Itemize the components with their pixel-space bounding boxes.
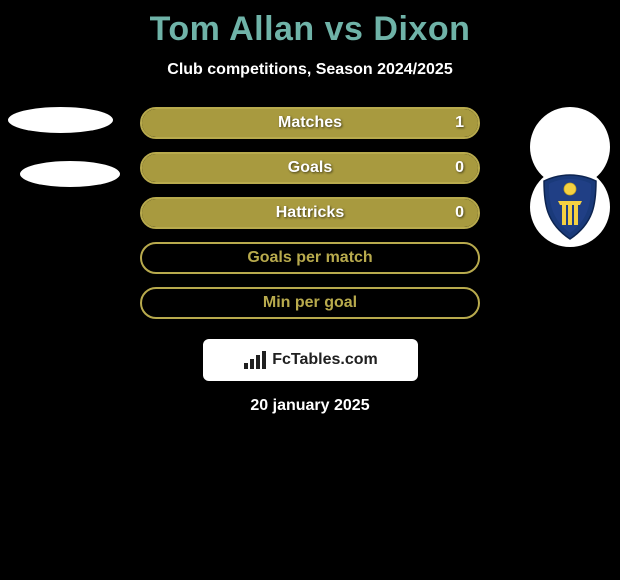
brand-badge: FcTables.com — [203, 339, 418, 381]
stat-bar-goals: Goals 0 — [140, 152, 480, 184]
stat-bar-min-per-goal: Min per goal — [140, 287, 480, 319]
bar-chart-icon — [242, 349, 268, 371]
stat-bar-hattricks: Hattricks 0 — [140, 197, 480, 229]
stat-label: Hattricks — [276, 204, 344, 222]
player-left-placeholder-2 — [20, 161, 120, 187]
shield-icon — [540, 173, 600, 241]
stat-bar-goals-per-match: Goals per match — [140, 242, 480, 274]
stats-area: Matches 1 Goals 0 Hattricks 0 Goals per … — [0, 107, 620, 415]
club-crest-right — [530, 167, 610, 247]
stat-value: 0 — [455, 204, 464, 222]
date-text: 20 january 2025 — [0, 397, 620, 415]
stat-value: 1 — [455, 114, 464, 132]
stat-label: Goals — [288, 159, 332, 177]
stat-value: 0 — [455, 159, 464, 177]
brand-text: FcTables.com — [272, 351, 378, 369]
subtitle: Club competitions, Season 2024/2025 — [0, 61, 620, 79]
stat-label: Goals per match — [247, 249, 372, 267]
player-left-placeholder-1 — [8, 107, 113, 133]
stat-bar-matches: Matches 1 — [140, 107, 480, 139]
stat-label: Matches — [278, 114, 342, 132]
page-title: Tom Allan vs Dixon — [0, 0, 620, 49]
stat-label: Min per goal — [263, 294, 357, 312]
stat-bars: Matches 1 Goals 0 Hattricks 0 Goals per … — [140, 107, 480, 319]
